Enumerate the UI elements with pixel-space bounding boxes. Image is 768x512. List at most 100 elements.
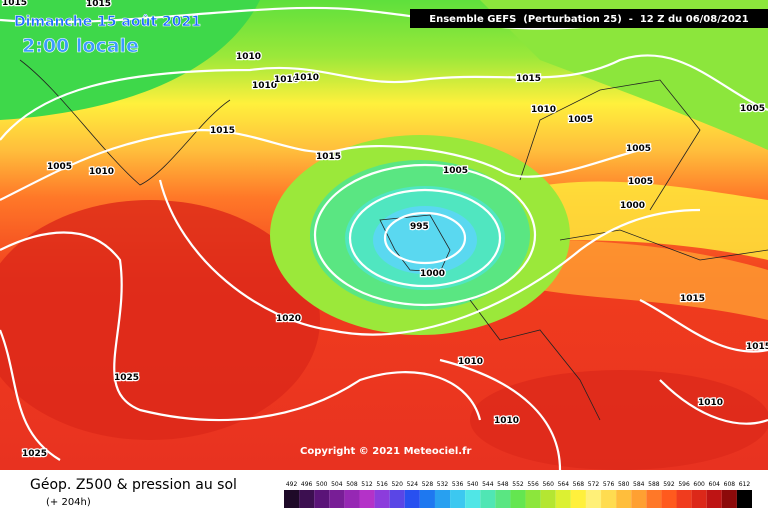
model-banner [410, 9, 768, 28]
map-background [0, 0, 768, 470]
scale-swatch [374, 490, 390, 508]
scale-swatch [434, 490, 451, 508]
copyright: Copyright © 2021 Meteociel.fr [300, 446, 471, 457]
isobar-label: 1020 [276, 314, 301, 324]
isobar-label: 1010 [698, 398, 723, 408]
isobars [0, 6, 768, 471]
scale-label: 560 [542, 481, 554, 488]
scale-swatch [691, 490, 707, 508]
color-scale: 492 496 500 504 508 512 516 520 524 528 532 536 540 5… [284, 481, 752, 508]
scale-label: 592 [663, 481, 675, 488]
scale-swatch [450, 490, 466, 508]
scale-swatch [631, 490, 647, 508]
scale-swatch [389, 490, 405, 508]
scale-label: 588 [648, 481, 660, 488]
scale-swatch [329, 490, 345, 508]
isobar-label: 1015 [746, 342, 768, 352]
scale-swatch [570, 490, 586, 508]
scale-label: 536 [452, 481, 464, 488]
scale-label: 508 [346, 481, 358, 488]
scale-swatch [299, 490, 315, 508]
scale-swatch [284, 490, 300, 508]
isobar-label: 1025 [114, 373, 139, 383]
scale-label: 492 [286, 481, 298, 488]
scale-swatch [495, 490, 511, 508]
isobar-label: 1000 [620, 201, 645, 211]
scale-swatch [419, 490, 435, 508]
scale-swatch [616, 490, 632, 508]
scale-swatch [525, 490, 541, 508]
scale-label: 596 [678, 481, 690, 488]
scale-label: 512 [361, 481, 373, 488]
scale-label: 524 [407, 481, 419, 488]
forecast-lead: (+ 204h) [46, 497, 91, 508]
scale-label: 520 [391, 481, 403, 488]
isobar-label: 1015 [2, 0, 27, 8]
isobar-label: 1005 [568, 115, 593, 125]
model-info: Ensemble GEFS (Perturbation 25) - 12 Z d… [429, 14, 748, 25]
scale-label: 604 [709, 481, 721, 488]
scale-label: 580 [618, 481, 630, 488]
scale-swatch [404, 490, 420, 508]
scale-label: 528 [422, 481, 434, 488]
isobar-label: 1010 [274, 75, 299, 85]
scale-label: 556 [527, 481, 539, 488]
isobar-label: 1015 [86, 0, 111, 9]
isobar-label: 1010 [89, 167, 114, 177]
isobar-label: 1015 [516, 74, 541, 84]
map-date: Dimanche 15 août 2021 [14, 14, 201, 30]
isobar-label: 1010 [531, 105, 556, 115]
scale-swatch [344, 490, 360, 508]
footer-title: Géop. Z500 & pression au sol [30, 477, 237, 493]
scale-swatch [736, 490, 752, 508]
isobar-label: 1005 [740, 104, 765, 114]
scale-swatch [465, 490, 481, 508]
isobar-label: 1015 [210, 126, 235, 136]
scale-swatch [314, 490, 330, 508]
scale-label: 504 [331, 481, 343, 488]
scale-label: 584 [633, 481, 645, 488]
scale-label: 600 [693, 481, 705, 488]
scale-swatch [540, 490, 556, 508]
isobar-label: 1010 [494, 416, 519, 426]
scale-label: 568 [573, 481, 585, 488]
scale-swatch [661, 490, 677, 508]
isobar-label: 1010 [236, 52, 261, 62]
isobar-label: 1015 [680, 294, 705, 304]
scale-swatch [510, 490, 526, 508]
scale-swatch [555, 490, 571, 508]
scale-swatch [585, 490, 602, 508]
scale-label: 612 [739, 481, 751, 488]
isobar-label: 995 [410, 222, 429, 232]
scale-label: 516 [376, 481, 388, 488]
scale-label: 552 [512, 481, 524, 488]
scale-swatch [706, 490, 722, 508]
isobar-label: 1005 [443, 166, 468, 176]
isobar-label: 1000 [420, 269, 445, 279]
scale-swatch [601, 490, 617, 508]
isobar-label: 1010 [252, 81, 277, 91]
isobar-label: 1010 [458, 357, 483, 367]
isobar-label: 1025 [22, 449, 47, 459]
scale-swatch [480, 490, 496, 508]
isobar-label: 1015 [316, 152, 341, 162]
scale-label: 572 [588, 481, 600, 488]
isobar-label: 1005 [626, 144, 651, 154]
scale-label: 544 [482, 481, 494, 488]
scale-label: 532 [437, 481, 449, 488]
scale-label: 500 [316, 481, 328, 488]
scale-swatch [721, 490, 737, 508]
isobar-label: 1010 [294, 73, 319, 83]
scale-label: 608 [724, 481, 736, 488]
isobar-label: 1005 [47, 162, 72, 172]
scale-label: 548 [497, 481, 509, 488]
scale-label: 540 [467, 481, 479, 488]
scale-swatch [646, 490, 662, 508]
scale-swatch [676, 490, 692, 508]
scale-label: 564 [558, 481, 570, 488]
scale-label: 576 [603, 481, 615, 488]
scale-label: 496 [301, 481, 313, 488]
map-time: 2:00 locale [22, 35, 139, 57]
